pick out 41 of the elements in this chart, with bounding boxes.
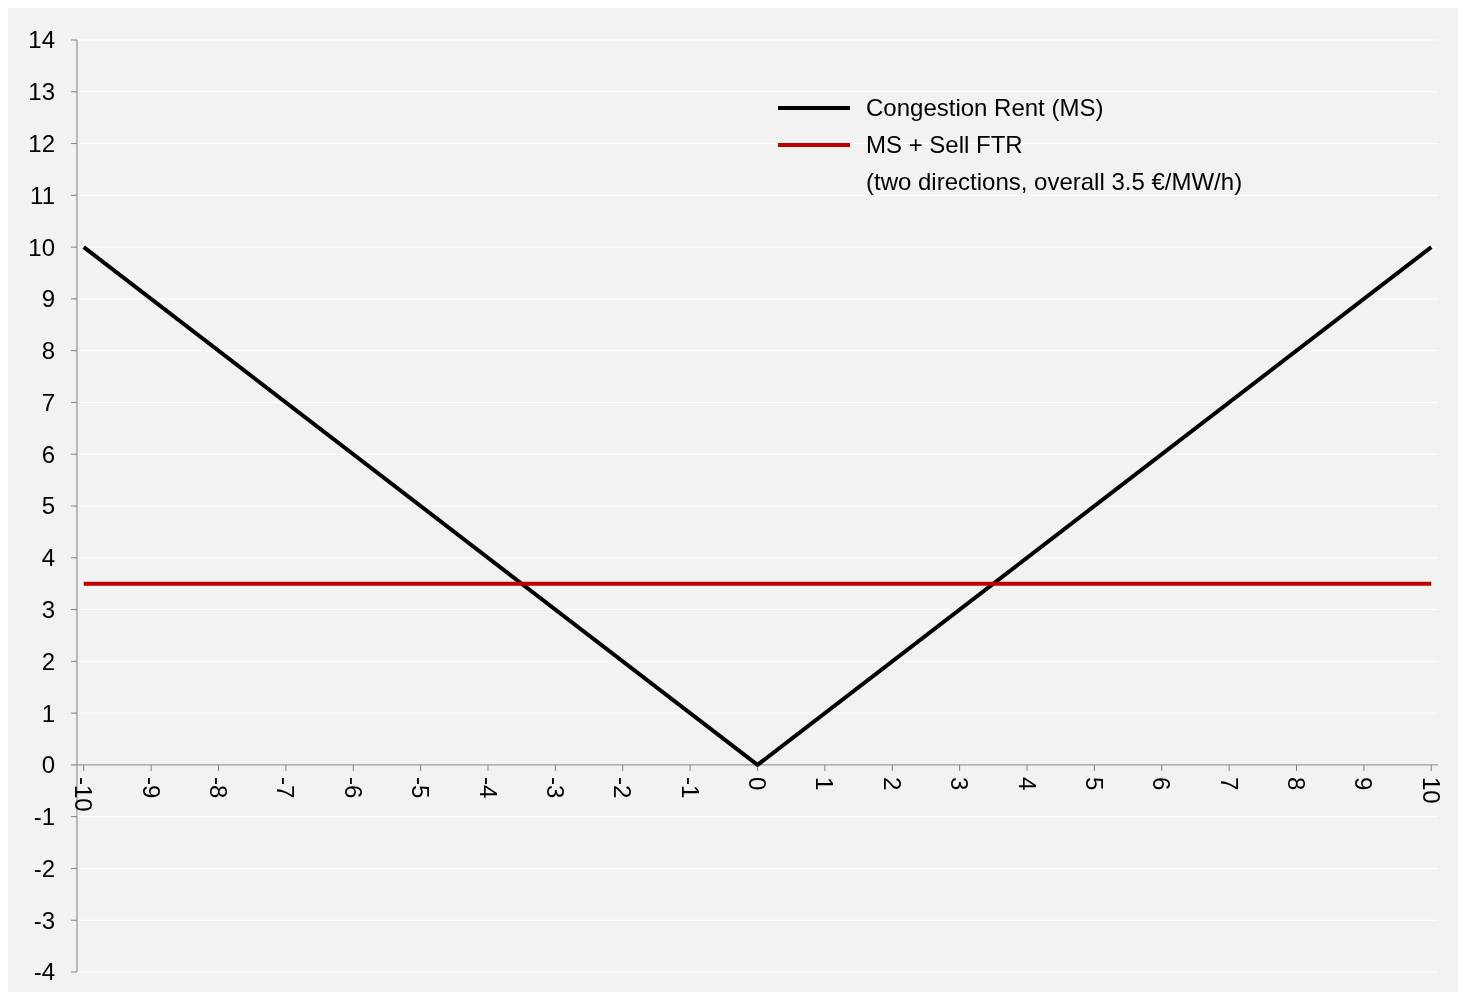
x-tick-label: 7 <box>1215 776 1243 791</box>
y-tick-label: -2 <box>33 854 55 882</box>
y-tick-label: 12 <box>28 129 55 157</box>
y-tick-label: 6 <box>41 440 55 468</box>
x-tick-label: -4 <box>474 776 502 799</box>
x-tick-label: 5 <box>1080 776 1108 791</box>
x-tick-label: 3 <box>946 776 974 791</box>
y-tick-label: 5 <box>41 492 55 520</box>
x-tick-label: 4 <box>1013 776 1041 791</box>
x-tick-label: -2 <box>609 776 637 799</box>
x-tick-label: 9 <box>1350 776 1378 791</box>
x-tick-label: -1 <box>676 776 704 799</box>
y-tick-label: 4 <box>41 544 55 572</box>
y-tick-label: 2 <box>41 647 55 675</box>
y-tick-label: 13 <box>28 78 55 106</box>
x-tick-label: 10 <box>1417 776 1445 804</box>
y-tick-label: 9 <box>41 285 55 313</box>
x-tick-label: -8 <box>205 776 233 799</box>
x-tick-label: -5 <box>407 776 435 799</box>
x-tick-label: 2 <box>878 776 906 791</box>
legend-label: MS + Sell FTR (two directions, overall 3.5 €/MW/h) <box>866 131 1243 196</box>
y-tick-label: 7 <box>41 388 55 416</box>
x-tick-label: -7 <box>272 776 300 799</box>
x-tick-label: -10 <box>70 776 98 812</box>
legend-label: Congestion Rent (MS) <box>866 94 1104 122</box>
y-tick-label: -4 <box>33 958 55 986</box>
x-tick-label: 8 <box>1283 776 1311 791</box>
y-tick-label: 1 <box>41 699 55 727</box>
x-tick-label: -3 <box>541 776 569 799</box>
y-tick-label: -3 <box>33 906 55 934</box>
y-tick-label: 11 <box>30 181 55 209</box>
x-tick-label: -9 <box>137 776 165 799</box>
y-tick-label: -1 <box>33 803 55 831</box>
y-tick-label: 14 <box>28 26 55 54</box>
x-tick-label: 6 <box>1148 776 1176 791</box>
y-tick-label: 8 <box>41 337 55 365</box>
x-tick-label: 1 <box>811 776 839 791</box>
y-tick-label: 3 <box>41 595 55 623</box>
x-tick-label: 0 <box>744 776 772 791</box>
x-tick-label: -6 <box>339 776 367 799</box>
y-tick-label: 10 <box>28 233 55 261</box>
